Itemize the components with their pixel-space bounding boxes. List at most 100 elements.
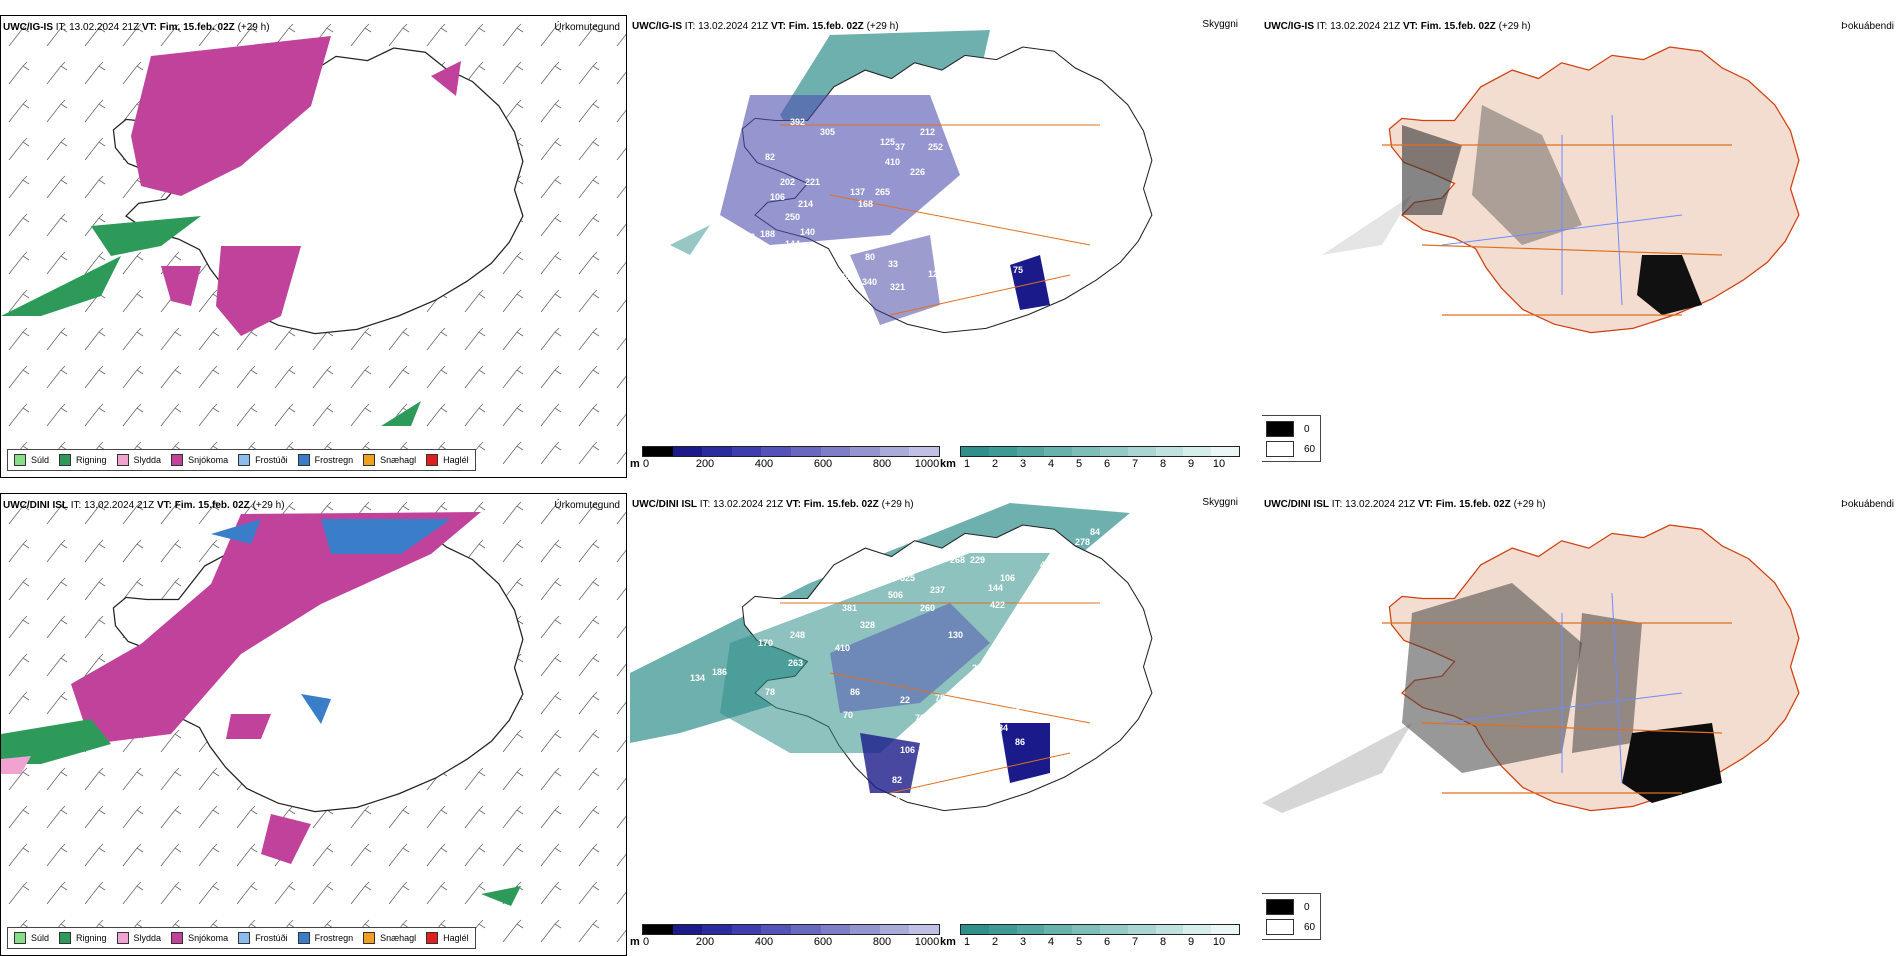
svg-text:75: 75 bbox=[1013, 265, 1023, 275]
svg-text:137: 137 bbox=[850, 187, 865, 197]
cloud-base-map: 84 191 57 278 268 229 292 434 525 106 14… bbox=[630, 503, 1153, 822]
cloud-visibility-panel-row2: 84 191 57 278 268 229 292 434 525 106 14… bbox=[630, 493, 1240, 956]
svg-text:140: 140 bbox=[800, 227, 815, 237]
visibility-colorbar: km 1 2 3 4 5 6 7 8 9 10 bbox=[940, 446, 1240, 474]
svg-text:73: 73 bbox=[1010, 707, 1020, 717]
svg-text:191: 191 bbox=[990, 543, 1005, 553]
svg-text:78: 78 bbox=[765, 687, 775, 697]
model-header: UWC/DINI ISL IT: 13.02.2024 21Z VT: Fim.… bbox=[3, 500, 285, 511]
svg-text:278: 278 bbox=[1075, 537, 1090, 547]
svg-text:33: 33 bbox=[888, 259, 898, 269]
svg-text:84: 84 bbox=[1090, 527, 1100, 537]
visibility-colorbar: km 1 2 3 4 5 6 7 8 9 10 bbox=[940, 924, 1240, 952]
fog-legend: 0 60 bbox=[1262, 893, 1321, 940]
svg-text:392: 392 bbox=[790, 117, 805, 127]
svg-text:214: 214 bbox=[798, 199, 813, 209]
svg-text:108: 108 bbox=[705, 232, 720, 242]
precip-legend: Súld Rigning Slydda Snjókoma Frostúði Fr… bbox=[7, 927, 476, 949]
model-header: UWC/IG-IS IT: 13.02.2024 21Z VT: Fim. 15… bbox=[3, 22, 270, 33]
fog-legend: 0 60 bbox=[1262, 415, 1321, 462]
svg-text:153: 153 bbox=[740, 232, 755, 242]
svg-text:106: 106 bbox=[900, 745, 915, 755]
svg-text:106: 106 bbox=[1000, 573, 1015, 583]
svg-text:75: 75 bbox=[935, 693, 945, 703]
svg-text:144: 144 bbox=[785, 239, 800, 249]
svg-text:78: 78 bbox=[840, 272, 850, 282]
svg-text:625: 625 bbox=[760, 612, 775, 622]
precip-type-panel-row1: UWC/IG-IS IT: 13.02.2024 21Z VT: Fim. 15… bbox=[0, 15, 627, 478]
svg-text:37: 37 bbox=[895, 142, 905, 152]
svg-text:86: 86 bbox=[935, 255, 945, 265]
cloud-base-colorbar: m 0 200 400 600 800 1000 bbox=[630, 924, 940, 952]
svg-text:186: 186 bbox=[712, 667, 727, 677]
svg-text:434: 434 bbox=[1040, 560, 1055, 570]
svg-text:80: 80 bbox=[902, 812, 912, 822]
svg-text:80: 80 bbox=[865, 252, 875, 262]
svg-text:212: 212 bbox=[920, 127, 935, 137]
svg-text:260: 260 bbox=[920, 603, 935, 613]
svg-text:252: 252 bbox=[928, 142, 943, 152]
svg-text:226: 226 bbox=[910, 167, 925, 177]
svg-text:328: 328 bbox=[860, 620, 875, 630]
svg-text:129: 129 bbox=[928, 269, 943, 279]
svg-text:74: 74 bbox=[988, 693, 998, 703]
svg-text:265: 265 bbox=[875, 187, 890, 197]
fog-index-panel-row2: UWC/DINI ISL IT: 13.02.2024 21Z VT: Fim.… bbox=[1262, 493, 1900, 956]
fog-index-map bbox=[1262, 524, 1800, 813]
svg-text:506: 506 bbox=[888, 590, 903, 600]
svg-text:422: 422 bbox=[990, 600, 1005, 610]
svg-text:305: 305 bbox=[820, 127, 835, 137]
svg-text:292: 292 bbox=[1060, 553, 1075, 563]
svg-text:525: 525 bbox=[900, 573, 915, 583]
svg-text:125: 125 bbox=[880, 137, 895, 147]
precip-type-panel-row2: UWC/DINI ISL IT: 13.02.2024 21Z VT: Fim.… bbox=[0, 493, 627, 956]
svg-text:170: 170 bbox=[758, 638, 773, 648]
svg-text:340: 340 bbox=[862, 277, 877, 287]
svg-text:130: 130 bbox=[948, 630, 963, 640]
cloud-base-colorbar: m 0 200 400 600 800 1000 bbox=[630, 446, 940, 474]
svg-text:242: 242 bbox=[972, 663, 987, 673]
svg-text:250: 250 bbox=[785, 212, 800, 222]
svg-text:321: 321 bbox=[890, 282, 905, 292]
svg-text:256: 256 bbox=[725, 227, 740, 237]
visibility-title: Skyggni bbox=[1202, 497, 1238, 508]
svg-text:410: 410 bbox=[835, 643, 850, 653]
cloud-base-map: 392 305 59 125 37 212 252 82 410 226 660… bbox=[670, 30, 1153, 357]
svg-text:82: 82 bbox=[765, 152, 775, 162]
svg-text:268: 268 bbox=[950, 555, 965, 565]
model-header: UWC/IG-IS IT: 13.02.2024 21Z VT: Fim. 15… bbox=[1264, 21, 1531, 32]
svg-text:188: 188 bbox=[760, 229, 775, 239]
cloud-visibility-panel-row1: 392 305 59 125 37 212 252 82 410 226 660… bbox=[630, 15, 1240, 478]
svg-text:410: 410 bbox=[885, 157, 900, 167]
svg-text:70: 70 bbox=[843, 710, 853, 720]
svg-text:106: 106 bbox=[770, 192, 785, 202]
svg-text:84: 84 bbox=[998, 723, 1008, 733]
svg-text:108: 108 bbox=[950, 197, 965, 207]
svg-text:221: 221 bbox=[805, 177, 820, 187]
svg-text:144: 144 bbox=[988, 583, 1003, 593]
fog-index-title: Þokuábendi bbox=[1841, 499, 1894, 510]
svg-text:86: 86 bbox=[850, 687, 860, 697]
visibility-title: Skyggni bbox=[1202, 19, 1238, 30]
model-header: UWC/DINI ISL IT: 13.02.2024 21Z VT: Fim.… bbox=[1264, 499, 1546, 510]
svg-text:56: 56 bbox=[792, 347, 802, 357]
svg-text:86: 86 bbox=[1015, 737, 1025, 747]
precip-type-title: Úrkomutegund bbox=[554, 22, 620, 33]
svg-text:237: 237 bbox=[930, 585, 945, 595]
svg-text:229: 229 bbox=[970, 555, 985, 565]
model-header: UWC/IG-IS IT: 13.02.2024 21Z VT: Fim. 15… bbox=[632, 21, 899, 32]
svg-text:168: 168 bbox=[858, 199, 873, 209]
precip-type-map bbox=[1, 494, 626, 955]
svg-text:59: 59 bbox=[730, 127, 740, 137]
model-header: UWC/DINI ISL IT: 13.02.2024 21Z VT: Fim.… bbox=[632, 499, 914, 510]
svg-text:202: 202 bbox=[780, 177, 795, 187]
fog-index-panel-row1: UWC/IG-IS IT: 13.02.2024 21Z VT: Fim. 15… bbox=[1262, 15, 1900, 478]
svg-text:248: 248 bbox=[790, 630, 805, 640]
precip-legend: Súld Rigning Slydda Snjókoma Frostúði Fr… bbox=[7, 449, 476, 471]
svg-text:381: 381 bbox=[842, 603, 857, 613]
svg-text:22: 22 bbox=[900, 695, 910, 705]
precip-type-title: Úrkomutegund bbox=[554, 500, 620, 511]
svg-text:82: 82 bbox=[892, 775, 902, 785]
svg-text:129: 129 bbox=[885, 795, 900, 805]
fog-index-title: Þokuábendi bbox=[1841, 21, 1894, 32]
